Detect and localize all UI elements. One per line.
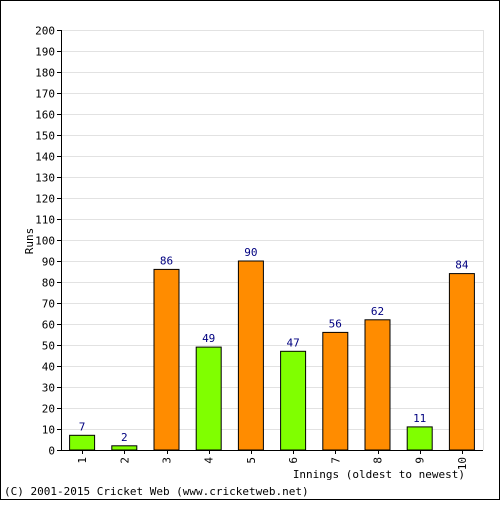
y-tick-label: 0	[48, 445, 55, 458]
axes: 0102030405060708090100110120130140150160…	[35, 25, 483, 470]
gridlines	[61, 30, 484, 450]
y-tick-label: 170	[35, 88, 55, 101]
x-tick-label: 5	[245, 457, 258, 464]
data-label: 47	[286, 336, 299, 349]
y-tick-label: 120	[35, 193, 55, 206]
data-label: 11	[413, 412, 426, 425]
x-tick-label: 4	[203, 457, 216, 464]
data-label: 62	[371, 305, 384, 318]
data-label: 90	[244, 246, 257, 259]
x-tick-label: 1	[76, 457, 89, 464]
copyright-footer: (C) 2001-2015 Cricket Web (www.cricketwe…	[4, 485, 309, 498]
bar-8	[364, 319, 391, 451]
y-tick-label: 30	[42, 382, 55, 395]
y-tick-label: 190	[35, 46, 55, 59]
y-tick-label: 10	[42, 424, 55, 437]
y-tick-label: 200	[35, 25, 55, 38]
y-tick-label: 150	[35, 130, 55, 143]
y-tick-label: 60	[42, 319, 55, 332]
data-label: 84	[455, 259, 469, 272]
x-tick-label: 3	[161, 457, 174, 464]
bar-3	[153, 268, 180, 451]
x-tick-label: 8	[372, 457, 385, 464]
bar-4	[195, 346, 222, 451]
data-label: 7	[79, 420, 86, 433]
y-tick-label: 130	[35, 172, 55, 185]
y-tick-label: 80	[42, 277, 55, 290]
data-label: 86	[160, 254, 173, 267]
bar-9	[406, 426, 433, 451]
x-tick-label: 7	[329, 457, 342, 464]
bar-1	[69, 434, 96, 451]
bar-5	[237, 260, 264, 451]
x-tick-label: 6	[287, 457, 300, 464]
y-tick-label: 110	[35, 214, 55, 227]
y-tick-label: 100	[35, 235, 55, 248]
x-tick-label: 2	[118, 457, 131, 464]
y-tick-label: 50	[42, 340, 55, 353]
y-tick-label: 180	[35, 67, 55, 80]
data-label: 49	[202, 332, 215, 345]
x-tick-label: 10	[456, 457, 469, 470]
y-tick-label: 70	[42, 298, 55, 311]
data-label: 56	[329, 317, 342, 330]
y-tick-label: 20	[42, 403, 55, 416]
y-tick-label: 90	[42, 256, 55, 269]
x-tick-label: 9	[414, 457, 427, 464]
y-tick-label: 160	[35, 109, 55, 122]
y-tick-label: 40	[42, 361, 55, 374]
y-tick-label: 140	[35, 151, 55, 164]
data-label: 2	[121, 431, 128, 444]
bar-2	[111, 445, 138, 451]
y-axis-label: Runs	[23, 228, 36, 255]
bar-6	[280, 350, 307, 451]
bar-10	[448, 273, 475, 451]
bar-7	[322, 331, 349, 451]
x-axis-label: Innings (oldest to newest)	[293, 468, 465, 481]
